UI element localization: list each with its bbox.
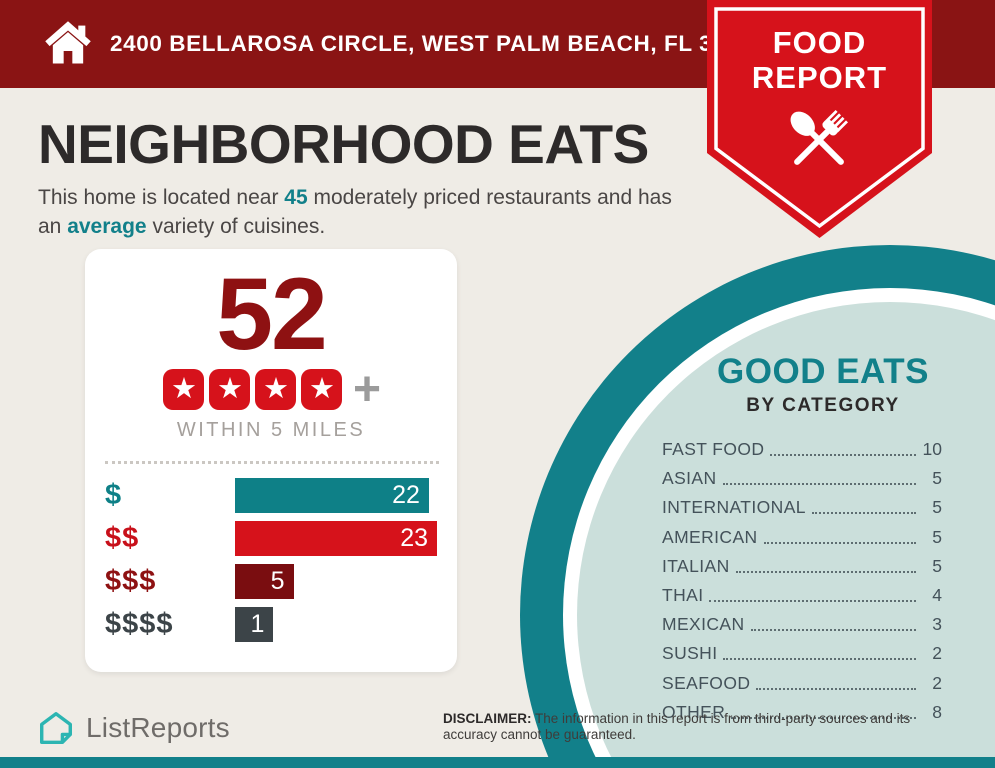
bar-track: 22 <box>235 478 437 513</box>
category-label: THAI <box>662 584 704 605</box>
good-eats-header: GOOD EATS BY CATEGORY <box>712 352 934 417</box>
category-value: 5 <box>932 555 942 576</box>
listreports-logo: ListReports <box>36 708 230 748</box>
price-tier-label: $$$ <box>105 565 157 597</box>
summary-seg2: moderately priced restaurants and has an <box>38 185 672 238</box>
category-label: MEXICAN <box>662 614 745 635</box>
price-bar-row: $$ 23 <box>105 521 437 556</box>
dot-leader <box>811 512 916 515</box>
summary-text: This home is located near 45 moderately … <box>38 184 698 242</box>
brand-name: ListReports <box>86 712 230 743</box>
headline-section: NEIGHBORHOOD EATS This home is located n… <box>38 113 703 242</box>
ribbon-title-line2: REPORT <box>752 60 887 95</box>
category-value: 8 <box>932 701 942 722</box>
bottom-accent-bar <box>0 757 995 768</box>
category-value: 5 <box>932 497 942 518</box>
list-item: THAI 4 <box>662 585 942 606</box>
category-value: 4 <box>932 584 942 605</box>
disclaimer-label: DISCLAIMER: <box>443 711 532 726</box>
food-report-ribbon: FOOD REPORT <box>707 0 932 238</box>
list-item: ASIAN 5 <box>662 468 942 489</box>
bar-track: 1 <box>235 607 437 642</box>
summary-seg1: This home is located near <box>38 185 285 209</box>
price-tier-label: $$$$ <box>105 608 174 640</box>
category-value: 10 <box>922 439 942 459</box>
category-value: 2 <box>932 643 942 664</box>
bar-track: 5 <box>235 564 437 599</box>
disclaimer-body: The information in this report is from t… <box>443 711 911 743</box>
dot-leader <box>750 629 916 632</box>
price-tier-label: $ <box>105 479 123 511</box>
list-item: AMERICAN 5 <box>662 527 942 548</box>
list-item: SEAFOOD 2 <box>662 673 942 694</box>
price-bar-row: $ 22 <box>105 478 437 513</box>
good-eats-title: GOOD EATS <box>717 352 929 391</box>
home-icon <box>45 21 91 64</box>
price-bar-row: $$$ 5 <box>105 564 437 599</box>
restaurant-stats-card: 52 ★ ★ ★ ★ + WITHIN 5 MILES $ 22 $$ 23 $$$ 5… <box>85 249 457 672</box>
star-icon: ★ <box>209 369 251 410</box>
restaurant-count: 45 <box>284 185 308 209</box>
listreports-house-icon <box>40 712 72 744</box>
category-label: FAST FOOD <box>662 439 765 459</box>
star-icon: ★ <box>255 369 297 410</box>
ribbon-title-line1: FOOD <box>773 25 867 60</box>
list-item: INTERNATIONAL 5 <box>662 497 942 518</box>
category-value: 5 <box>932 468 942 489</box>
list-item: OTHER 8 <box>662 702 942 723</box>
category-label: SEAFOOD <box>662 672 751 693</box>
category-list: FAST FOOD 10 ASIAN 5 INTERNATIONAL 5 AME… <box>662 439 942 723</box>
bar-track: 23 <box>235 521 437 556</box>
category-value: 2 <box>932 672 942 693</box>
dot-leader <box>735 570 916 573</box>
plus-sign: + <box>352 363 382 416</box>
dot-leader <box>756 687 916 690</box>
disclaimer-text: DISCLAIMER: The information in this repo… <box>443 711 963 744</box>
dot-leader <box>722 483 916 486</box>
category-label: AMERICAN <box>662 526 758 547</box>
price-tier-label: $$ <box>105 522 140 554</box>
star-icon: ★ <box>301 369 343 410</box>
crossed-utensils-icon <box>790 109 848 165</box>
variety-rating: average <box>67 214 147 238</box>
category-label: SUSHI <box>662 643 718 664</box>
price-tier-bar: 1 <box>235 607 274 642</box>
price-tier-bar: 22 <box>235 478 429 513</box>
list-item: FAST FOOD 10 <box>662 439 942 460</box>
star-icon: ★ <box>163 369 205 410</box>
radius-note: WITHIN 5 MILES <box>176 419 366 441</box>
list-item: SUSHI 2 <box>662 643 942 664</box>
dotted-divider <box>105 461 439 464</box>
price-tier-bar: 5 <box>235 564 294 599</box>
list-item: ITALIAN 5 <box>662 556 942 577</box>
summary-seg3: variety of cuisines. <box>146 214 326 238</box>
good-eats-subtitle: BY CATEGORY <box>746 395 900 416</box>
category-label: INTERNATIONAL <box>662 497 806 518</box>
star-rating: ★ ★ ★ ★ + <box>105 363 437 416</box>
category-label: OTHER <box>662 701 726 722</box>
category-value: 3 <box>932 614 942 635</box>
price-tier-bar: 23 <box>235 521 437 556</box>
property-address: 2400 BELLAROSA CIRCLE, WEST PALM BEACH, … <box>110 31 764 56</box>
category-value: 5 <box>932 526 942 547</box>
dot-leader <box>763 541 916 544</box>
dot-leader <box>709 599 916 602</box>
category-label: ASIAN <box>662 468 717 489</box>
category-label: ITALIAN <box>662 555 730 576</box>
price-bar-row: $$$$ 1 <box>105 607 437 642</box>
dot-leader <box>723 658 916 661</box>
good-eats-section: GOOD EATS BY CATEGORY FAST FOOD 10 ASIAN… <box>662 352 942 731</box>
list-item: MEXICAN 3 <box>662 614 942 635</box>
dot-leader <box>731 716 916 719</box>
dot-leader <box>770 454 916 456</box>
page-title: NEIGHBORHOOD EATS <box>38 113 649 175</box>
total-restaurant-count: 52 <box>216 257 327 371</box>
